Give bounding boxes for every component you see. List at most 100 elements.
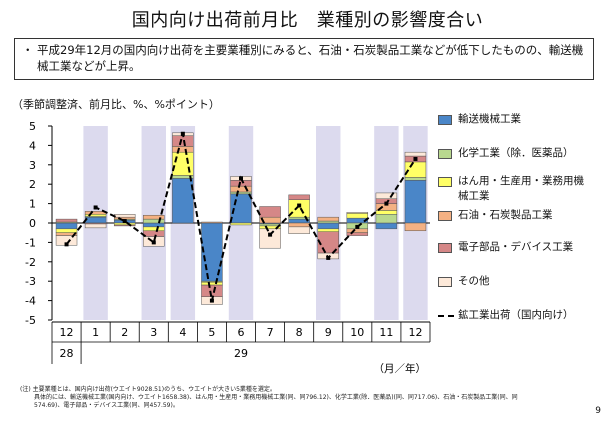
bar-segment — [113, 216, 136, 220]
bar-segment — [201, 221, 223, 224]
bar-segment — [375, 222, 398, 230]
units-label: （季節調整済、前月比、%、%ポイント） — [12, 98, 220, 111]
legend-label: その他 — [458, 275, 490, 287]
legend-label: 鉱工業出荷（国内向け） — [458, 309, 574, 321]
line-point — [64, 242, 69, 247]
x-tick-label: 11 — [379, 326, 393, 339]
line-point — [239, 176, 243, 181]
line-point — [151, 240, 156, 245]
legend-label: 石油・石炭製品工業 — [458, 209, 553, 221]
bar-segment — [404, 180, 427, 224]
bar-segment — [404, 177, 427, 181]
bar-segment — [230, 191, 252, 195]
bar-segment — [55, 228, 78, 233]
x-tick-label: 6 — [238, 326, 245, 339]
legend-swatch — [438, 243, 452, 253]
bar-segment — [172, 146, 194, 153]
x-tick-label: 12 — [60, 326, 74, 339]
x-tick-label: 8 — [296, 326, 303, 339]
y-tick-label: -2 — [25, 256, 36, 269]
bar-segment — [346, 232, 369, 236]
bar-segment — [143, 214, 165, 220]
bar-segment — [346, 228, 369, 233]
legend-label: 化学工業（除．医薬品） — [458, 147, 574, 159]
bar-segment — [113, 222, 136, 226]
line-point — [180, 131, 185, 136]
x-tick-label: 12 — [408, 326, 422, 339]
bar-segment — [288, 222, 310, 228]
bar-segment — [375, 192, 398, 199]
bar-segment — [375, 214, 398, 224]
year-label: 29 — [234, 347, 248, 360]
y-tick-label: 0 — [29, 217, 36, 230]
bar-segment — [143, 222, 165, 228]
bar-segment — [259, 223, 281, 227]
y-tick-label: -5 — [25, 314, 36, 327]
bar-segment — [143, 218, 165, 224]
bar-segment — [230, 185, 252, 193]
y-tick-label: -3 — [25, 275, 36, 288]
legend-label: 輸送機械工業 — [458, 113, 521, 125]
x-tick-label: 4 — [179, 326, 186, 339]
x-tick-label: 10 — [350, 326, 364, 339]
x-tick-label: 2 — [121, 326, 128, 339]
x-axis-unit-label: （月／年） — [374, 362, 427, 375]
bar-segment — [259, 206, 281, 218]
y-tick-label: -4 — [25, 295, 36, 308]
line-point — [268, 232, 273, 237]
x-tick-label: 9 — [325, 326, 332, 339]
bar-segment — [346, 212, 369, 214]
bar-segment — [288, 226, 310, 234]
bar-segment — [113, 214, 136, 218]
footnotes: (注) 主要業種とは、国内向け出荷(ウエイト9028.51)のうち、ウエイトが大… — [20, 386, 580, 410]
footnote-line: 具体的には、輸送機械工業(国内向け、ウエイト1658.38)、はん用・生産用・業… — [34, 394, 518, 401]
bar-segment — [55, 218, 78, 223]
page-title: 国内向け出荷前月比 業種別の影響度合い — [131, 10, 484, 31]
line-point — [93, 205, 98, 210]
y-tick-label: -1 — [25, 236, 36, 249]
line-point — [326, 255, 331, 260]
y-tick-label: 1 — [29, 198, 36, 211]
legend-swatch — [438, 177, 452, 187]
x-tick-label: 5 — [208, 326, 215, 339]
legend-swatch — [438, 277, 452, 287]
bar-segment — [143, 230, 165, 237]
bar-segment — [201, 281, 223, 286]
legend-label: 電子部品・デバイス工業 — [458, 241, 574, 253]
legend-swatch — [438, 115, 452, 125]
bar-segment — [259, 228, 281, 249]
bar-segment — [143, 226, 165, 232]
line-point — [297, 203, 302, 208]
bar-segment — [230, 180, 252, 187]
bar-segment — [288, 194, 310, 200]
legend-swatch — [438, 211, 452, 221]
line-point — [122, 219, 127, 224]
line-point — [209, 298, 214, 303]
bar-segment — [230, 222, 252, 226]
page-number: 9 — [595, 406, 601, 416]
bar-segment — [55, 222, 78, 230]
legend-line-swatch — [438, 315, 454, 317]
x-tick-label: 3 — [150, 326, 157, 339]
bar-segment — [346, 213, 369, 219]
line-point — [355, 224, 360, 229]
x-tick-label: 1 — [92, 326, 99, 339]
line-point — [413, 156, 418, 161]
bar-segment — [84, 223, 107, 229]
bar-segment — [404, 222, 427, 232]
bar-segment — [317, 216, 339, 222]
legend-label: はん用・生産用・業務用機械工業 — [458, 175, 584, 202]
bar-segment — [375, 210, 398, 215]
summary-bullet: ・ — [22, 43, 34, 57]
line-point — [384, 201, 389, 206]
bar-segment — [84, 216, 107, 224]
y-tick-label: 3 — [29, 159, 36, 172]
bar-segment — [317, 220, 339, 224]
year-label: 28 — [60, 347, 74, 360]
footnote-line: 574.69)、電子部品・デバイス工業(同、同457.59)。 — [34, 402, 179, 409]
footnote-line: (注) 主要業種とは、国内向け出荷(ウエイト9028.51)のうち、ウエイトが大… — [20, 386, 276, 393]
bar-segment — [317, 228, 339, 232]
y-tick-label: 5 — [29, 120, 36, 133]
bar-segment — [172, 135, 194, 147]
